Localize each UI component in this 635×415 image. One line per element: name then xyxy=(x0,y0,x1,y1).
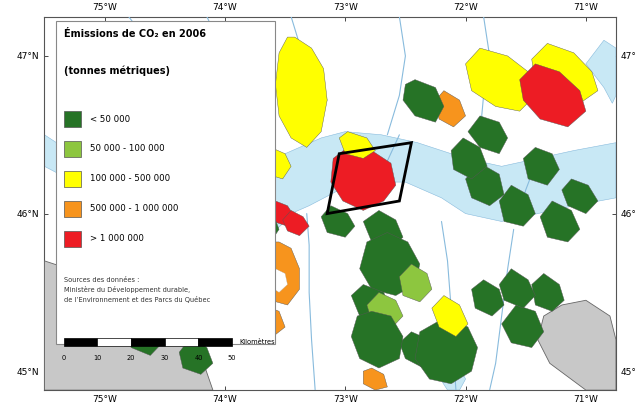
Polygon shape xyxy=(288,68,327,111)
Text: 40: 40 xyxy=(194,355,203,361)
Polygon shape xyxy=(415,316,478,384)
Polygon shape xyxy=(283,210,309,236)
Polygon shape xyxy=(331,147,396,210)
Polygon shape xyxy=(403,80,444,122)
Bar xyxy=(64,111,81,127)
Text: 10: 10 xyxy=(93,355,102,361)
Polygon shape xyxy=(523,147,559,185)
Polygon shape xyxy=(44,261,213,390)
Text: Sources des données :
Ministère du Développement durable,
de l’Environnement et : Sources des données : Ministère du Dével… xyxy=(64,277,210,303)
Polygon shape xyxy=(267,269,288,293)
Bar xyxy=(64,201,81,217)
Polygon shape xyxy=(399,332,436,368)
Polygon shape xyxy=(126,316,163,355)
Polygon shape xyxy=(499,269,535,308)
Bar xyxy=(131,338,164,346)
Polygon shape xyxy=(519,64,586,127)
Polygon shape xyxy=(225,217,261,253)
Text: 50: 50 xyxy=(228,355,236,361)
Polygon shape xyxy=(562,179,598,214)
Polygon shape xyxy=(363,368,387,390)
Text: 30: 30 xyxy=(161,355,169,361)
Polygon shape xyxy=(251,305,285,337)
Bar xyxy=(64,338,97,346)
Polygon shape xyxy=(110,59,163,116)
Polygon shape xyxy=(436,352,465,390)
Text: Émissions de CO₂ en 2006: Émissions de CO₂ en 2006 xyxy=(64,29,206,39)
Bar xyxy=(64,231,81,247)
Text: < 50 000: < 50 000 xyxy=(90,115,130,124)
Polygon shape xyxy=(276,37,327,147)
Polygon shape xyxy=(472,280,504,316)
Polygon shape xyxy=(179,337,213,374)
Polygon shape xyxy=(44,132,616,229)
Text: 500 000 - 1 000 000: 500 000 - 1 000 000 xyxy=(90,204,178,213)
Polygon shape xyxy=(451,138,487,179)
Polygon shape xyxy=(159,174,191,214)
Polygon shape xyxy=(351,285,391,324)
Polygon shape xyxy=(189,195,222,232)
Polygon shape xyxy=(436,90,465,127)
Polygon shape xyxy=(359,232,420,295)
Polygon shape xyxy=(531,273,565,311)
Polygon shape xyxy=(351,311,403,368)
Bar xyxy=(97,338,131,346)
Polygon shape xyxy=(468,116,507,154)
Polygon shape xyxy=(502,305,544,347)
Polygon shape xyxy=(102,277,138,316)
Polygon shape xyxy=(264,147,291,179)
Polygon shape xyxy=(243,206,279,242)
Polygon shape xyxy=(363,210,403,248)
Text: (tonnes métriques): (tonnes métriques) xyxy=(64,66,170,76)
Polygon shape xyxy=(44,17,616,390)
Bar xyxy=(199,338,232,346)
Polygon shape xyxy=(258,242,300,305)
Bar xyxy=(64,171,81,187)
Polygon shape xyxy=(432,295,468,337)
Polygon shape xyxy=(538,300,616,390)
Polygon shape xyxy=(499,185,535,226)
Polygon shape xyxy=(465,163,504,206)
Polygon shape xyxy=(586,40,616,103)
Polygon shape xyxy=(531,44,598,103)
Polygon shape xyxy=(213,237,249,277)
Polygon shape xyxy=(540,201,580,242)
Polygon shape xyxy=(177,75,210,106)
Polygon shape xyxy=(339,132,375,159)
Polygon shape xyxy=(187,75,210,103)
Polygon shape xyxy=(367,293,403,329)
Bar xyxy=(164,338,199,346)
Text: 100 000 - 500 000: 100 000 - 500 000 xyxy=(90,174,170,183)
Text: 50 000 - 100 000: 50 000 - 100 000 xyxy=(90,144,165,154)
Text: 20: 20 xyxy=(127,355,135,361)
Text: Kilomètres: Kilomètres xyxy=(239,339,275,345)
Polygon shape xyxy=(44,214,285,308)
Polygon shape xyxy=(321,206,355,237)
Polygon shape xyxy=(126,222,163,261)
FancyBboxPatch shape xyxy=(57,21,276,344)
Polygon shape xyxy=(399,264,432,302)
Text: 0: 0 xyxy=(62,355,66,361)
Text: > 1 000 000: > 1 000 000 xyxy=(90,234,144,243)
Polygon shape xyxy=(150,305,187,343)
Polygon shape xyxy=(465,48,535,111)
Bar xyxy=(64,141,81,157)
Polygon shape xyxy=(267,201,295,226)
